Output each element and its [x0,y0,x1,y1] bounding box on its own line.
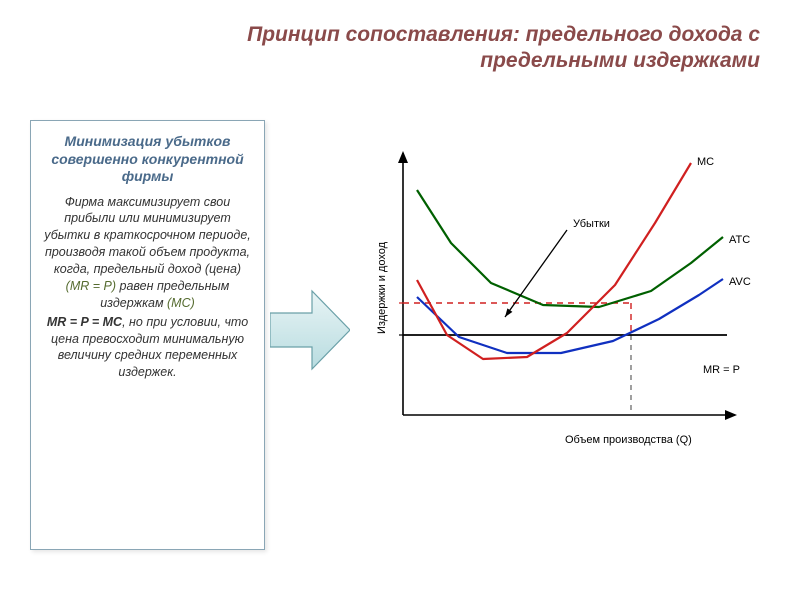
mc-text: (MC) [167,296,195,310]
body1-pre: Фирма максимизирует свои прибыли или мин… [44,195,251,277]
left-textbox: Минимизация убытков совершенно конкурент… [30,120,265,550]
loss-annotation: Убытки [573,218,610,230]
textbox-body-1: Фирма максимизирует свои прибыли или мин… [41,194,254,312]
label-atc: АТС [729,234,750,246]
textbox-subtitle: Минимизация убытков совершенно конкурент… [41,133,254,186]
body1-post: равен предельным издержкам [100,279,229,310]
y-axis-label: Издержки и доход [376,241,388,334]
slide: Принцип сопоставления: предельного доход… [0,0,800,600]
formula-mr-p-mc: MR = P = MC [47,315,122,329]
block-arrow-svg [270,285,350,375]
block-arrow [270,285,350,375]
economics-chart: Убытки MC АТС AVC MR = P Объем производства … [355,135,775,465]
title-line-1: Принцип сопоставления: предельного доход… [80,22,760,48]
label-avc: AVC [729,276,751,288]
x-axis-label: Объем производства (Q) [565,434,692,446]
label-mr: MR = P [703,364,740,376]
label-mc: MC [697,156,714,168]
chart-svg: Убытки MC АТС AVC MR = P Объем производства … [355,135,775,465]
title-line-2: предельными издержками [80,48,760,74]
slide-title: Принцип сопоставления: предельного доход… [80,22,760,75]
formula-mr-p: (MR = P) [66,279,116,293]
textbox-body-2: MR = P = MC, но при условии, что цена пр… [41,314,254,382]
